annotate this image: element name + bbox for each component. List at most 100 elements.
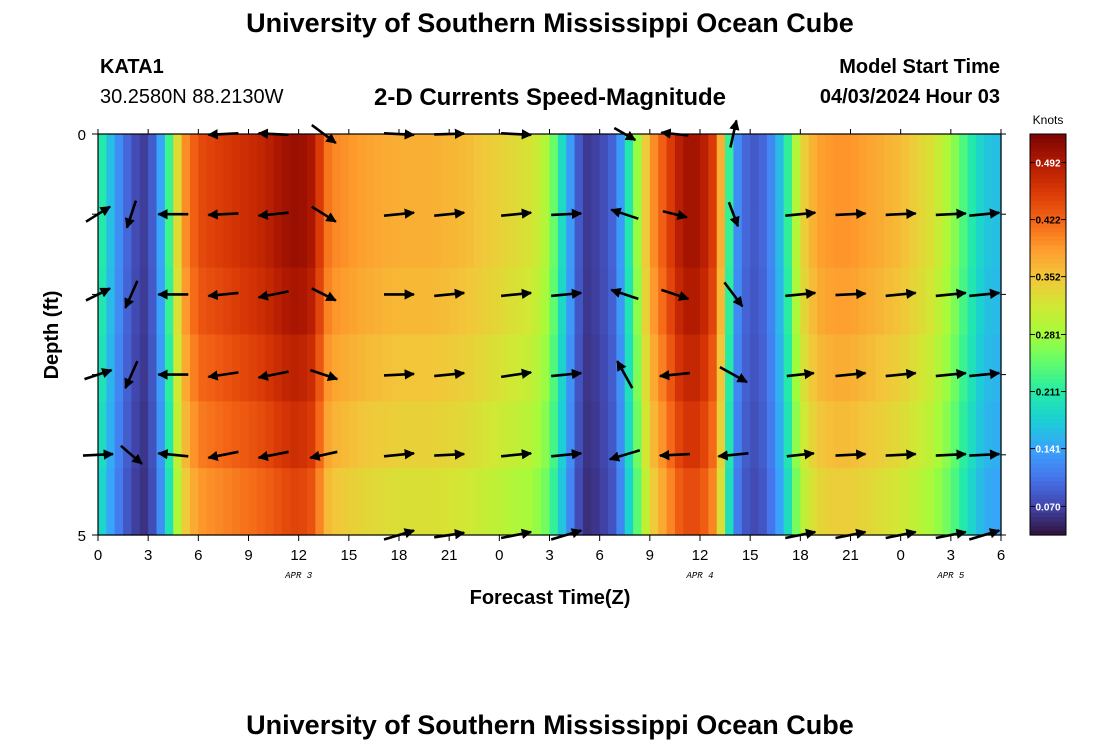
current-vector — [658, 369, 691, 381]
heatmap-cell — [340, 134, 350, 202]
heatmap-cell — [457, 200, 467, 269]
heatmap-cell — [223, 134, 233, 202]
heatmap-cell — [950, 401, 960, 469]
heatmap-cell — [633, 334, 643, 402]
heatmap-cell — [315, 134, 325, 202]
current-vector — [434, 368, 466, 380]
colorbar-cell — [1030, 485, 1066, 492]
heatmap-cell — [725, 267, 735, 336]
heatmap-cell — [315, 200, 325, 269]
colorbar-cell — [1030, 370, 1066, 376]
colorbar-tick-label: 0.281 — [1035, 331, 1060, 342]
heatmap-cell — [457, 401, 467, 469]
heatmap-cell — [340, 334, 350, 402]
heatmap-cell — [98, 468, 107, 536]
heatmap-cell — [566, 401, 576, 469]
colorbar-cell — [1030, 218, 1066, 224]
heatmap-cell — [725, 401, 735, 469]
heatmap-cell — [348, 334, 358, 402]
heatmap-cell — [248, 401, 258, 469]
heatmap-cell — [131, 134, 141, 202]
colorbar-cell — [1030, 419, 1066, 425]
heatmap-cell — [399, 134, 408, 202]
heatmap-cell — [858, 267, 868, 336]
heatmap-cell — [432, 134, 442, 202]
heatmap-cell — [240, 200, 250, 269]
heatmap-cell — [758, 134, 768, 202]
heatmap-cell — [708, 468, 718, 536]
heatmap-cell — [541, 401, 551, 469]
heatmap-cell — [984, 134, 994, 202]
colorbar-cell — [1030, 267, 1066, 273]
heatmap-cell — [206, 401, 216, 469]
heatmap-cell — [323, 468, 333, 536]
heatmap-cell — [399, 334, 408, 402]
heatmap-cell — [424, 134, 434, 202]
model-start-value: 04/03/2024 Hour 03 — [819, 86, 1000, 108]
colorbar-cell — [1030, 508, 1066, 514]
heatmap-cell — [942, 134, 952, 202]
heatmap-cell — [666, 401, 676, 469]
heatmap-cell — [909, 200, 918, 269]
colorbar-cell — [1030, 338, 1066, 345]
heatmap-cell — [223, 200, 233, 269]
heatmap-cell — [449, 267, 459, 336]
heatmap-cell — [357, 468, 367, 536]
heatmap-cell — [365, 267, 375, 336]
heatmap-cell — [248, 134, 258, 202]
heatmap-cell — [156, 134, 166, 202]
heatmap-cell — [273, 468, 283, 536]
colorbar-cell — [1030, 396, 1066, 402]
heatmap-cell — [674, 267, 684, 336]
heatmap-cell — [307, 334, 316, 402]
heatmap-cell — [833, 200, 843, 269]
heatmap-cell — [131, 401, 141, 469]
heatmap-cell — [173, 401, 183, 469]
heatmap-cell — [332, 468, 342, 536]
heatmap-cell — [641, 134, 651, 202]
heatmap-cell — [340, 267, 350, 336]
heatmap-cell — [766, 401, 776, 469]
heatmap-cell — [934, 334, 944, 402]
heatmap-cell — [800, 134, 810, 202]
heatmap-cell — [691, 334, 701, 402]
x-tick-label: 3 — [144, 547, 152, 564]
heatmap-cell — [181, 267, 191, 336]
heatmap-cell — [934, 267, 944, 336]
heatmap-cell — [909, 267, 918, 336]
colorbar-cell — [1030, 352, 1066, 358]
current-vector — [935, 208, 967, 220]
x-tick-label: 3 — [947, 547, 955, 564]
heatmap-cell — [925, 468, 935, 536]
heatmap-cell — [248, 200, 258, 269]
date-label: APR 5 — [936, 571, 965, 581]
colorbar-cell — [1030, 503, 1066, 509]
heatmap-cell — [808, 401, 818, 469]
colorbar-tick-label: 0.070 — [1035, 502, 1060, 513]
heatmap-cell — [524, 468, 534, 536]
current-vector — [835, 368, 867, 380]
heatmap-cell — [917, 468, 927, 536]
heatmap-cell — [482, 334, 492, 402]
heatmap-cell — [557, 401, 567, 469]
heatmap-cell — [892, 334, 902, 402]
heatmap-cell — [373, 267, 383, 336]
heatmap-cell — [917, 200, 927, 269]
heatmap-cell — [449, 134, 459, 202]
heatmap-cell — [858, 200, 868, 269]
heatmap-cell — [967, 401, 977, 469]
heatmap-cell — [716, 134, 726, 202]
heatmap-cell — [173, 468, 183, 536]
current-vector — [207, 370, 239, 381]
heatmap-cell — [791, 401, 801, 469]
colorbar-cell — [1030, 383, 1066, 389]
heatmap-cell — [256, 401, 266, 469]
heatmap-cell — [850, 334, 860, 402]
colorbar-cell — [1030, 294, 1066, 300]
heatmap-cell — [198, 200, 208, 269]
heatmap-cell — [482, 401, 492, 469]
heatmap-cell — [616, 267, 626, 336]
current-vector — [124, 200, 138, 229]
heatmap-cell — [164, 134, 174, 202]
heatmap-cell — [775, 401, 785, 469]
